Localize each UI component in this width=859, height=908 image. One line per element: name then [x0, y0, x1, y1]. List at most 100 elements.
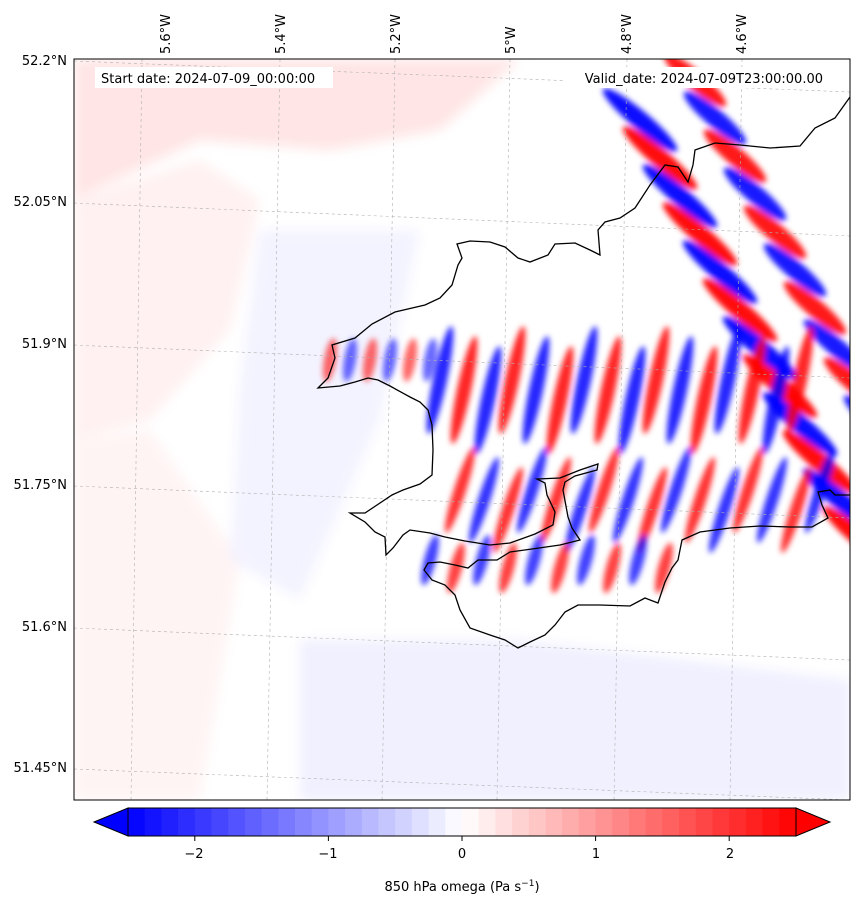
- omega-stripe: [804, 447, 836, 533]
- lon-tick-label: 5.6°W: [159, 14, 174, 54]
- colorbar-segment: [612, 808, 630, 836]
- omega-stripe: [612, 457, 644, 543]
- date-annotations: Start date: 2024-07-09_00:00:00 Valid_da…: [95, 67, 829, 88]
- colorbar-segment: [478, 808, 496, 836]
- colorbar-tick-label: 1: [592, 847, 600, 862]
- colorbar-segment: [361, 808, 379, 836]
- lat-tick-label: 52.05°N: [14, 195, 67, 210]
- omega-stripe: [702, 278, 778, 342]
- colorbar-segment: [645, 808, 663, 836]
- colorbar-segment: [244, 808, 263, 836]
- colorbar-segment: [295, 808, 313, 836]
- colorbar-segment: [144, 808, 162, 836]
- colorbar-extend-high: [795, 807, 832, 837]
- coastline: [316, 96, 850, 649]
- colorbar-segment: [495, 808, 513, 836]
- colorbar-segment: [194, 808, 212, 836]
- colorbar-segment: [545, 808, 563, 836]
- omega-stripe: [622, 126, 698, 190]
- colorbar-label: 850 hPa omega (Pa s−1): [384, 879, 539, 895]
- omega-stripe: [602, 88, 678, 152]
- colorbar-segment: [311, 808, 329, 836]
- colorbar-segment: [328, 808, 346, 836]
- omega-stripe: [362, 338, 378, 382]
- colorbar-tick-label: 0: [458, 847, 466, 862]
- colorbar-extend-low: [92, 807, 129, 837]
- omega-stripe: [570, 326, 598, 434]
- omega-stripe: [783, 281, 847, 335]
- colorbar: −2 −1 0 1 2 850 hPa omega (Pa s−1): [92, 807, 832, 895]
- colorbar-segment: [428, 808, 446, 836]
- colorbar-segment: [578, 808, 597, 836]
- omega-stripe: [629, 534, 647, 586]
- omega-stripe: [474, 346, 502, 454]
- omega-stripe: [546, 346, 574, 454]
- colorbar-segment: [562, 808, 580, 836]
- valid-date-box: [563, 67, 829, 88]
- colorbar-label-close: ): [534, 880, 539, 895]
- colorbar-tick-label: −2: [184, 847, 203, 862]
- omega-stripe: [723, 167, 787, 221]
- omega-stripe: [714, 326, 742, 434]
- omega-stripe: [499, 542, 517, 594]
- colorbar-segment: [211, 808, 229, 836]
- lon-tick-label: 4.8°W: [620, 14, 635, 54]
- lon-tick-label: 5.4°W: [274, 14, 289, 54]
- omega-stripe: [786, 326, 814, 434]
- map-panel: [74, 59, 850, 800]
- colorbar-segment: [679, 808, 697, 836]
- omega-stripe: [762, 392, 838, 456]
- omega-stripe: [468, 457, 500, 543]
- omega-stripe: [525, 534, 543, 586]
- omega-stripe: [618, 346, 646, 454]
- omega-stripe: [738, 336, 766, 444]
- omega-stripe: [666, 336, 694, 444]
- colorbar-label-main: 850 hPa omega (Pa s: [384, 880, 521, 895]
- colorbar-segment: [595, 808, 613, 836]
- colorbar-segment: [712, 808, 730, 836]
- colorbar-segment: [695, 808, 713, 836]
- colorbar-label-exp: −1: [521, 879, 534, 889]
- omega-stripe: [743, 205, 807, 259]
- omega-stripe: [732, 447, 764, 533]
- omega-stripe: [655, 542, 673, 594]
- colorbar-segment: [261, 808, 279, 836]
- colorbar-ticks: [194, 836, 730, 841]
- omega-stripe: [540, 457, 572, 543]
- omega-stripe: [822, 506, 850, 570]
- omega-stripe: [551, 542, 569, 594]
- colorbar-segment: [629, 808, 647, 836]
- omega-stripe: [703, 129, 767, 183]
- lon-tick-label: 5°W: [504, 26, 519, 54]
- valid-date-label: Valid_date: 2024-07-09T23:00:00.00: [585, 72, 823, 87]
- start-date-label: Start date: 2024-07-09_00:00:00: [101, 72, 315, 87]
- colorbar-segment: [762, 808, 780, 836]
- lon-tick-label: 4.6°W: [735, 14, 750, 54]
- omega-stripe: [588, 447, 620, 533]
- omega-stripe: [690, 346, 718, 454]
- omega-stripe: [402, 338, 418, 382]
- colorbar-segment: [729, 808, 747, 836]
- omega-stripe: [642, 326, 670, 434]
- colorbar-segment: [395, 808, 413, 836]
- colorbar-segment: [512, 808, 530, 836]
- omega-stripe: [577, 534, 595, 586]
- colorbar-segment: [178, 808, 196, 836]
- colorbar-segment: [528, 808, 546, 836]
- colorbar-segment: [128, 808, 146, 836]
- omega-stripe: [780, 467, 812, 553]
- omega-stripe: [492, 467, 524, 553]
- omega-stripe: [642, 164, 718, 228]
- lat-tick-label: 51.9°N: [22, 337, 67, 352]
- colorbar-segment: [445, 808, 463, 836]
- longitude-ticks: 5.6°W 5.4°W 5.2°W 5°W 4.8°W 4.6°W: [159, 14, 750, 54]
- start-date-box: [95, 67, 333, 88]
- colorbar-segment: [662, 808, 680, 836]
- colorbar-tick-label: −1: [318, 847, 337, 862]
- omega-stripe: [498, 326, 526, 434]
- omega-stripe: [682, 240, 758, 304]
- omega-stripe: [763, 243, 827, 297]
- colorbar-segment: [345, 808, 363, 836]
- background-tint: [74, 59, 850, 800]
